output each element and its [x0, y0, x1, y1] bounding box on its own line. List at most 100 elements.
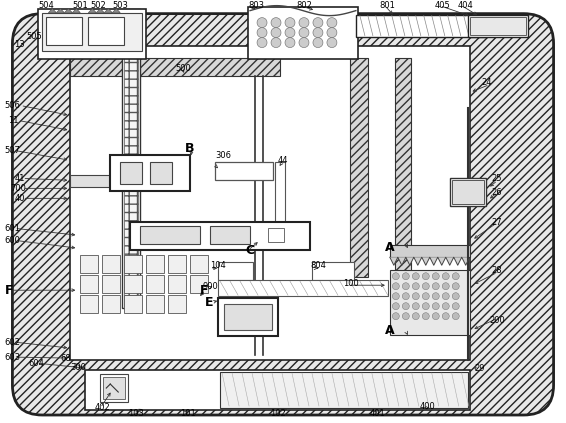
Bar [450, 179, 486, 206]
Bar [70, 176, 120, 187]
Text: 802: 802 [296, 1, 312, 10]
Circle shape [412, 283, 419, 290]
Circle shape [452, 303, 459, 310]
Bar [190, 275, 208, 293]
Text: 401: 401 [370, 409, 385, 418]
Text: 44: 44 [278, 156, 289, 165]
Text: 104: 104 [210, 261, 226, 270]
Circle shape [442, 283, 449, 290]
Circle shape [432, 313, 439, 320]
Bar [190, 255, 208, 273]
Text: 300: 300 [70, 363, 86, 371]
Circle shape [402, 313, 409, 320]
Circle shape [257, 18, 267, 27]
Polygon shape [65, 8, 72, 13]
Circle shape [432, 283, 439, 290]
Bar [168, 275, 186, 293]
Text: 100: 100 [343, 279, 359, 288]
Circle shape [422, 273, 429, 280]
Bar [168, 255, 186, 273]
Text: 24: 24 [482, 78, 492, 87]
Text: 306: 306 [215, 151, 231, 160]
Circle shape [402, 293, 409, 299]
Circle shape [422, 303, 429, 310]
Bar [470, 16, 526, 35]
Text: 603: 603 [5, 353, 20, 362]
Text: 13: 13 [14, 40, 25, 49]
Bar [356, 15, 486, 37]
Bar [146, 255, 164, 273]
Text: 600: 600 [5, 236, 20, 245]
Circle shape [392, 303, 400, 310]
Bar [218, 262, 253, 280]
Bar [452, 180, 484, 204]
Text: B: B [185, 142, 195, 155]
Circle shape [257, 27, 267, 38]
Polygon shape [48, 8, 57, 13]
Circle shape [452, 293, 459, 299]
Bar [268, 228, 284, 242]
Circle shape [299, 27, 309, 38]
Polygon shape [96, 8, 104, 13]
Bar [248, 7, 358, 58]
Circle shape [313, 38, 323, 47]
Circle shape [271, 27, 281, 38]
Circle shape [313, 18, 323, 27]
Circle shape [442, 293, 449, 299]
Bar [85, 370, 470, 410]
Bar [218, 280, 388, 296]
Circle shape [422, 313, 429, 320]
Bar [125, 275, 142, 293]
Bar [275, 162, 285, 237]
Text: 404: 404 [458, 1, 474, 10]
Bar [140, 226, 200, 244]
Text: F: F [200, 284, 209, 297]
Bar [102, 255, 120, 273]
Circle shape [327, 18, 337, 27]
Circle shape [452, 273, 459, 280]
Circle shape [285, 18, 295, 27]
Polygon shape [112, 8, 120, 13]
Bar [70, 58, 280, 76]
Text: 102: 102 [270, 409, 286, 418]
Bar [102, 275, 120, 293]
Bar [350, 58, 368, 277]
Text: 25: 25 [492, 174, 502, 183]
Bar [110, 155, 190, 191]
Bar [88, 16, 125, 44]
Bar [38, 8, 146, 58]
Text: 400: 400 [420, 401, 436, 411]
Circle shape [432, 303, 439, 310]
Circle shape [422, 293, 429, 299]
Text: 602: 602 [5, 338, 20, 346]
Bar [102, 295, 120, 313]
Circle shape [327, 27, 337, 38]
Circle shape [442, 313, 449, 320]
Circle shape [412, 293, 419, 299]
Text: 504: 504 [38, 1, 54, 10]
FancyBboxPatch shape [70, 46, 470, 360]
Text: E: E [205, 296, 213, 309]
Text: 506: 506 [5, 101, 20, 110]
Circle shape [313, 27, 323, 38]
Polygon shape [104, 8, 112, 13]
Text: 501: 501 [72, 1, 88, 10]
Text: 68: 68 [61, 354, 71, 363]
Polygon shape [88, 8, 96, 13]
Circle shape [412, 313, 419, 320]
Text: F: F [5, 284, 13, 297]
Circle shape [285, 38, 295, 47]
Text: 601: 601 [5, 224, 20, 233]
Circle shape [271, 18, 281, 27]
Polygon shape [72, 8, 80, 13]
Text: 502: 502 [91, 1, 106, 10]
Circle shape [452, 283, 459, 290]
Circle shape [432, 273, 439, 280]
Bar [120, 162, 142, 184]
Bar [122, 8, 140, 308]
Bar [42, 13, 142, 51]
Circle shape [392, 273, 400, 280]
Circle shape [452, 313, 459, 320]
Text: 101: 101 [180, 409, 196, 418]
Bar [150, 162, 172, 184]
